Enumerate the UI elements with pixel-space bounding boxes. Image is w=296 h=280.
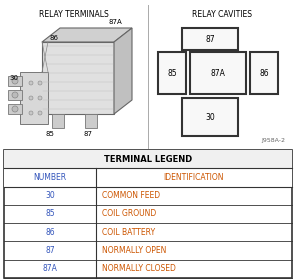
Text: 30: 30 [45, 191, 55, 200]
Circle shape [12, 78, 18, 84]
Text: 86: 86 [259, 69, 269, 78]
Bar [52, 114, 64, 128]
Bar [182, 98, 238, 136]
Text: COIL BATTERY: COIL BATTERY [102, 228, 155, 237]
Bar [8, 76, 22, 86]
Text: 86: 86 [49, 35, 59, 41]
Circle shape [29, 96, 33, 100]
Text: 87: 87 [83, 131, 92, 137]
Text: 85: 85 [45, 209, 55, 218]
Text: 87A: 87A [108, 19, 122, 25]
Text: 87A: 87A [43, 264, 57, 273]
Bar [4, 150, 292, 278]
Bar [42, 42, 114, 114]
Text: TERMINAL LEGEND: TERMINAL LEGEND [104, 155, 192, 164]
Bar [182, 28, 238, 50]
Circle shape [38, 81, 42, 85]
Bar [8, 90, 22, 100]
Text: 85: 85 [46, 131, 54, 137]
Text: NUMBER: NUMBER [33, 173, 67, 182]
Text: COMMON FEED: COMMON FEED [102, 191, 160, 200]
Bar [158, 52, 186, 94]
Circle shape [29, 111, 33, 115]
Text: 30: 30 [205, 113, 215, 122]
Text: RELAY CAVITIES: RELAY CAVITIES [192, 10, 252, 19]
Bar [4, 168, 292, 186]
Text: NORMALLY OPEN: NORMALLY OPEN [102, 246, 166, 255]
Circle shape [12, 92, 18, 98]
Polygon shape [42, 28, 132, 42]
Circle shape [12, 106, 18, 112]
Text: COIL GROUND: COIL GROUND [102, 209, 156, 218]
Text: NORMALLY CLOSED: NORMALLY CLOSED [102, 264, 176, 273]
Bar [4, 150, 292, 168]
Text: 87: 87 [205, 34, 215, 43]
Bar [250, 52, 278, 94]
Text: 85: 85 [167, 69, 177, 78]
Text: IDENTIFICATION: IDENTIFICATION [164, 173, 224, 182]
Text: 87A: 87A [210, 69, 226, 78]
Bar [8, 104, 22, 114]
Bar [190, 52, 246, 94]
Bar [20, 72, 48, 124]
Circle shape [38, 96, 42, 100]
Text: 30: 30 [9, 75, 18, 81]
Polygon shape [114, 28, 132, 114]
Text: 86: 86 [45, 228, 55, 237]
Bar [85, 114, 97, 128]
Text: RELAY TERMINALS: RELAY TERMINALS [39, 10, 109, 19]
Text: J958A-2: J958A-2 [261, 138, 285, 143]
Text: 87: 87 [45, 246, 55, 255]
Circle shape [38, 111, 42, 115]
Circle shape [29, 81, 33, 85]
